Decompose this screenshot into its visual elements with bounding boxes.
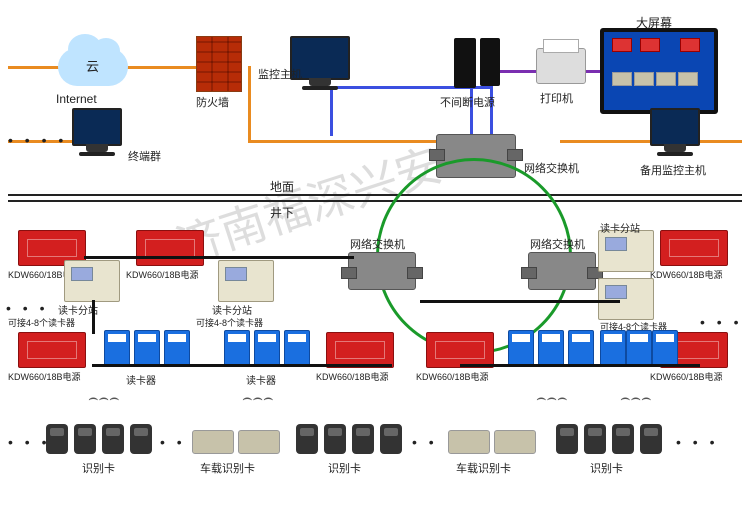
firewall-label: 防火墙 [196, 94, 229, 110]
surface-switch-label: 网络交换机 [524, 160, 579, 176]
wire-ug [84, 256, 354, 259]
reader-station [598, 230, 654, 272]
psu-box [136, 230, 204, 266]
psu-box [326, 332, 394, 368]
card-reader [568, 330, 594, 366]
wifi-icon: ⌢⌢⌢ [242, 394, 272, 408]
station-label: 读卡分站 [212, 302, 252, 317]
ellipsis-left: • • • • [8, 132, 67, 148]
ellipsis: • • [412, 434, 438, 450]
bigscreen-icon [600, 28, 718, 114]
backup-label: 备用监控主机 [640, 162, 706, 178]
id-tag [74, 424, 96, 454]
ug-switch-left-label: 网络交换机 [350, 236, 405, 252]
underground-label: 井下 [270, 204, 294, 221]
card-reader [508, 330, 534, 366]
psu-label: KDW660/18B电源 [650, 370, 723, 383]
card-reader [164, 330, 190, 366]
ups-label: 不间断电源 [440, 94, 495, 110]
car-tag [192, 430, 234, 454]
reader-station [64, 260, 120, 302]
wire-ug [420, 300, 620, 303]
ellipsis: • • • [700, 314, 742, 330]
id-tag [380, 424, 402, 454]
id-tag [46, 424, 68, 454]
ellipsis: • • • [676, 434, 718, 450]
card-reader [652, 330, 678, 366]
wire-host-v [330, 86, 333, 136]
backup-monitor-icon [650, 108, 700, 146]
internet-label: Internet [56, 92, 97, 106]
ug-switch-left [348, 252, 416, 290]
terminal-monitor-icon [72, 108, 122, 146]
firewall-icon [196, 36, 242, 92]
ground-line-2 [8, 200, 742, 202]
card-reader [224, 330, 250, 366]
ellipsis: • • • [6, 300, 48, 316]
id-tag [640, 424, 662, 454]
card-reader [254, 330, 280, 366]
readers-note: 可接4-8个读卡器 [8, 316, 75, 329]
wire-ug [92, 300, 95, 334]
psu-box [426, 332, 494, 368]
wifi-icon: ⌢⌢⌢ [620, 394, 650, 408]
printer-icon [536, 48, 586, 84]
tag-label: 识别卡 [82, 460, 115, 476]
cartag-label: 车载识别卡 [200, 460, 255, 476]
id-tag [130, 424, 152, 454]
id-tag [296, 424, 318, 454]
psu-box [18, 332, 86, 368]
reader-station [218, 260, 274, 302]
psu-label: KDW660/18B电源 [316, 370, 389, 383]
id-tag [102, 424, 124, 454]
car-tag [448, 430, 490, 454]
reader-label: 读卡器 [246, 372, 276, 387]
psu-label: KDW660/18B电源 [126, 268, 199, 281]
ground-label: 地面 [270, 178, 294, 195]
pc-tower-icon [454, 38, 476, 88]
psu-label: KDW660/18B电源 [416, 370, 489, 383]
id-tag [556, 424, 578, 454]
ellipsis: • • • [8, 434, 50, 450]
ug-switch-right [528, 252, 596, 290]
printer-label: 打印机 [540, 90, 573, 106]
wifi-icon: ⌢⌢⌢ [88, 394, 118, 408]
tag-label: 识别卡 [590, 460, 623, 476]
station-label: 读卡分站 [600, 220, 640, 235]
wifi-icon: ⌢⌢⌢ [536, 394, 566, 408]
cartag-label: 车载识别卡 [456, 460, 511, 476]
wire-internet-v [248, 66, 251, 142]
ug-switch-right-label: 网络交换机 [530, 236, 585, 252]
id-tag [584, 424, 606, 454]
car-tag [494, 430, 536, 454]
reader-label: 读卡器 [126, 372, 156, 387]
reader-station [598, 278, 654, 320]
readers-note: 可接4-8个读卡器 [196, 316, 263, 329]
card-reader [104, 330, 130, 366]
id-tag [324, 424, 346, 454]
wire-ug [92, 364, 392, 367]
cloud-label: 云 [86, 56, 99, 75]
psu-label: KDW660/18B电源 [650, 268, 723, 281]
card-reader [626, 330, 652, 366]
terminal-label: 终端群 [128, 148, 161, 164]
id-tag [352, 424, 374, 454]
card-reader [284, 330, 310, 366]
id-tag [612, 424, 634, 454]
psu-box [660, 230, 728, 266]
card-reader [600, 330, 626, 366]
wire-ug [460, 364, 700, 367]
host-label: 监控主机 [258, 66, 302, 82]
diagram-canvas: 济南福深兴安 • • • • 云 Internet 防火墙 监控主机 不间断电源… [0, 0, 750, 511]
card-reader [134, 330, 160, 366]
ellipsis: • • [160, 434, 186, 450]
psu-label: KDW660/18B电源 [8, 370, 81, 383]
card-reader [538, 330, 564, 366]
car-tag [238, 430, 280, 454]
tag-label: 识别卡 [328, 460, 361, 476]
ground-line-1 [8, 194, 742, 196]
ups-icon [480, 38, 500, 86]
